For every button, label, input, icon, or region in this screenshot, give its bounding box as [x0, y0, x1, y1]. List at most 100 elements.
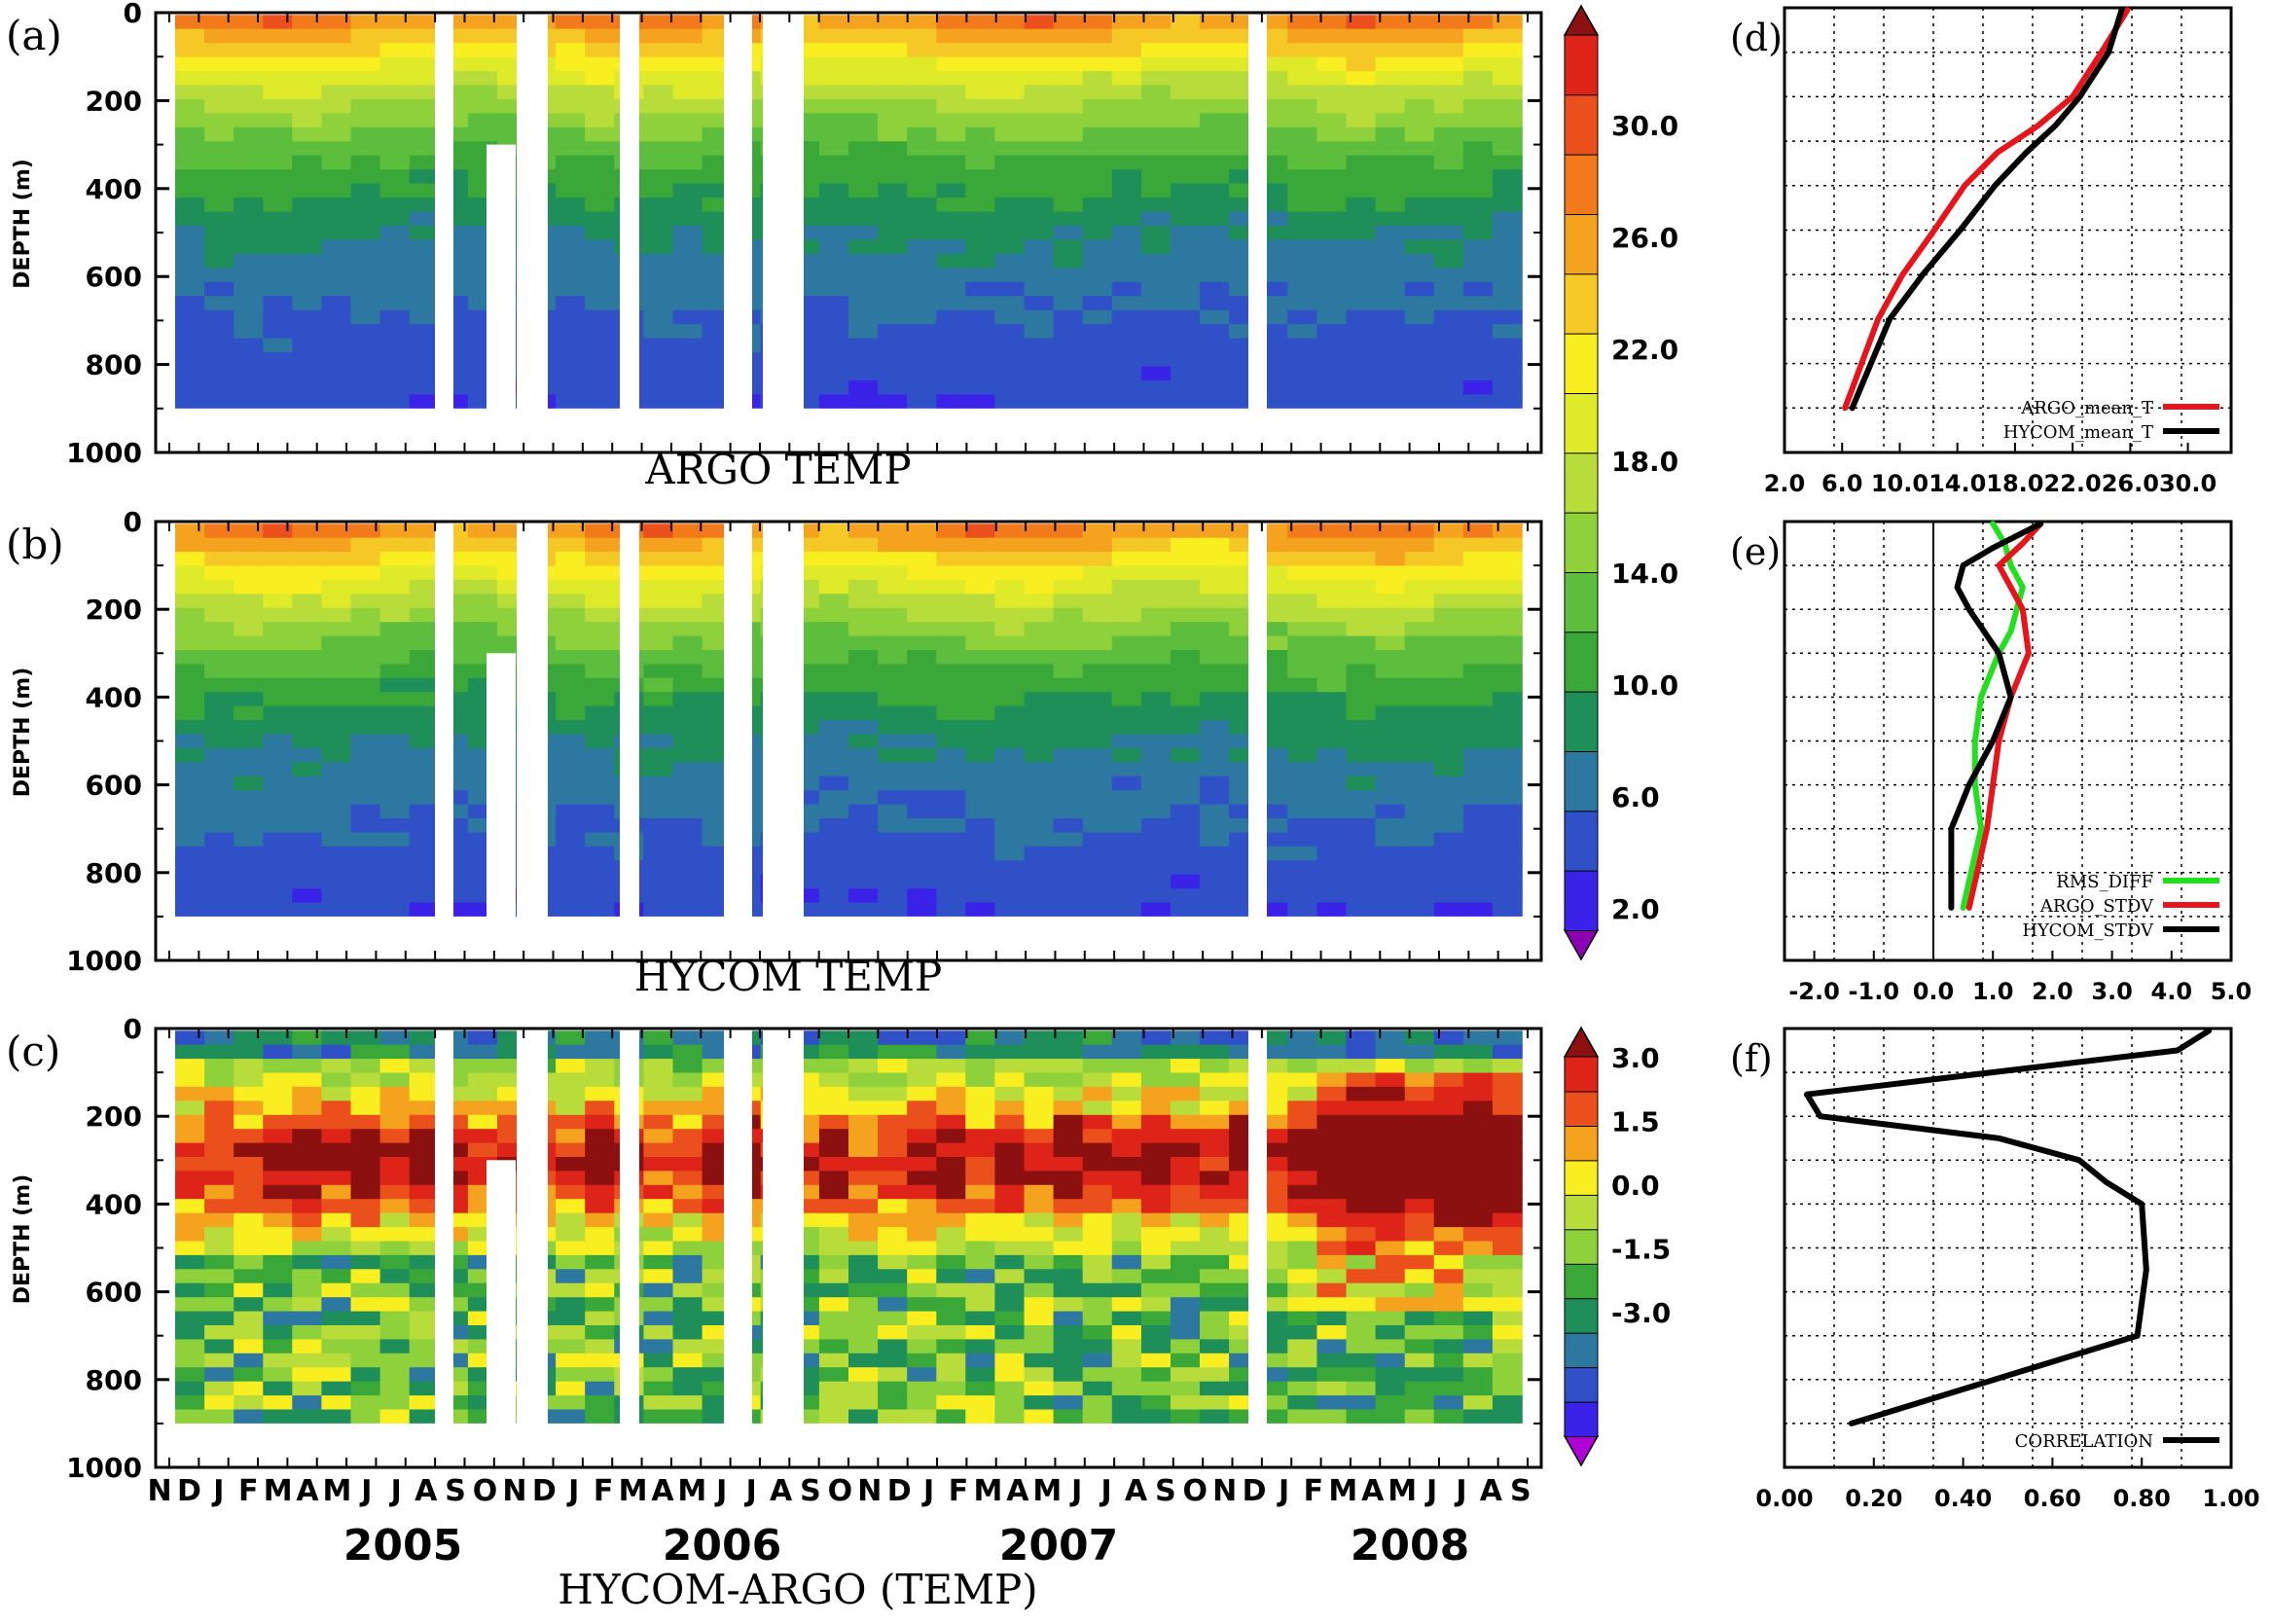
heatmap-cell	[1492, 1269, 1523, 1284]
heatmap-cell	[350, 622, 381, 637]
heatmap-cell	[1462, 198, 1494, 213]
heatmap-cell	[878, 1199, 908, 1214]
heatmap-cell	[409, 650, 440, 666]
heatmap-cell	[234, 324, 265, 340]
heatmap-cell	[1287, 874, 1318, 889]
heatmap-cell	[292, 1311, 323, 1326]
heatmap-cell	[936, 594, 967, 609]
heatmap-cell	[1433, 98, 1464, 115]
heatmap-cell	[936, 366, 967, 381]
heatmap-cell	[585, 309, 616, 325]
heatmap-cell	[204, 1241, 234, 1256]
heatmap-cell	[263, 523, 294, 539]
colorbar-segment	[1564, 1228, 1599, 1265]
heatmap-cell	[1024, 1212, 1055, 1228]
heatmap-cell	[1316, 650, 1348, 666]
heatmap-cell	[234, 776, 265, 791]
heatmap-cell	[1111, 1086, 1142, 1102]
heatmap-cell	[1492, 888, 1523, 904]
heatmap-cell	[350, 1395, 381, 1411]
heatmap-cell	[848, 565, 879, 581]
heatmap-cell	[1375, 56, 1406, 72]
heatmap-cell	[1140, 1311, 1172, 1326]
heatmap-cell	[234, 1212, 265, 1228]
heatmap-cell	[907, 579, 938, 595]
heatmap-cell	[672, 846, 703, 861]
heatmap-cell	[175, 1171, 205, 1186]
heatmap-cell	[848, 677, 879, 693]
heatmap-cell	[379, 650, 411, 666]
heatmap-cell	[409, 1395, 440, 1411]
plot-frame	[1783, 1027, 2233, 1469]
heatmap-cell	[1287, 552, 1318, 567]
year-label: 2005	[343, 1521, 462, 1570]
heatmap-cell	[1375, 281, 1406, 297]
heatmap-cell	[965, 1114, 996, 1130]
heatmap-cell	[1200, 902, 1230, 918]
heatmap-cell	[1171, 85, 1201, 100]
heatmap-cell	[1316, 155, 1348, 170]
heatmap-cell	[175, 183, 205, 198]
heatmap-cell	[1053, 1297, 1084, 1313]
heatmap-cell	[1462, 1059, 1494, 1074]
heatmap-cell	[1462, 747, 1494, 764]
data-gap	[724, 522, 752, 962]
colorbar-segment	[1564, 750, 1599, 812]
heatmap-cell	[1140, 1381, 1172, 1396]
heatmap-cell	[321, 155, 352, 170]
heatmap-cell	[818, 1339, 849, 1354]
heatmap-cell	[1171, 1254, 1201, 1271]
heatmap-cell	[1346, 113, 1377, 128]
heatmap-cell	[292, 281, 323, 297]
heatmap-cell	[409, 113, 440, 128]
heatmap-cell	[1404, 1072, 1435, 1088]
heatmap-cell	[585, 537, 616, 553]
heatmap-cell	[321, 338, 352, 353]
heatmap-cell	[263, 126, 294, 142]
heatmap-cell	[204, 762, 234, 777]
heatmap-cell	[321, 1409, 352, 1425]
heatmap-cell	[1375, 1311, 1406, 1326]
heatmap-cell	[936, 268, 967, 283]
heatmap-cell	[234, 211, 265, 227]
heatmap-cell	[848, 126, 879, 142]
heatmap-cell	[965, 677, 996, 693]
heatmap-cell	[585, 226, 616, 241]
heatmap-cell	[234, 1114, 265, 1130]
heatmap-cell	[556, 552, 586, 567]
heatmap-cell	[936, 1297, 967, 1313]
heatmap-cell	[1346, 1157, 1377, 1173]
heatmap-cell	[672, 309, 703, 325]
heatmap-cell	[1404, 198, 1435, 213]
heatmap-cell	[878, 705, 908, 721]
heatmap-cell	[585, 211, 616, 227]
heatmap-cell	[878, 1184, 908, 1200]
heatmap-cell	[292, 1157, 323, 1173]
heatmap-cell	[263, 296, 294, 311]
heatmap-cell	[409, 846, 440, 861]
heatmap-cell	[175, 552, 205, 567]
heatmap-cell	[379, 296, 411, 311]
heatmap-cell	[292, 1044, 323, 1060]
year-label: 2007	[999, 1521, 1118, 1570]
heatmap-cell	[1492, 1030, 1523, 1046]
heatmap-cell	[643, 394, 674, 410]
heatmap-cell	[1433, 1171, 1464, 1186]
panel-label: (d)	[1730, 17, 1783, 59]
heatmap-cell	[585, 126, 616, 142]
heatmap-cell	[936, 565, 967, 581]
heatmap-cell	[1200, 296, 1230, 311]
heatmap-cell	[965, 846, 996, 861]
heatmap-cell	[878, 1282, 908, 1298]
heatmap-cell	[907, 155, 938, 170]
heatmap-cell	[379, 379, 411, 396]
heatmap-cell	[936, 1114, 967, 1130]
heatmap-cell	[350, 98, 381, 115]
heatmap-cell	[409, 1184, 440, 1200]
heatmap-cell	[1053, 902, 1084, 918]
heatmap-cell	[965, 309, 996, 325]
heatmap-cell	[1111, 1114, 1142, 1130]
heatmap-cell	[1140, 1184, 1172, 1200]
heatmap-cell	[907, 71, 938, 87]
y-tick-label: 400	[86, 681, 142, 713]
